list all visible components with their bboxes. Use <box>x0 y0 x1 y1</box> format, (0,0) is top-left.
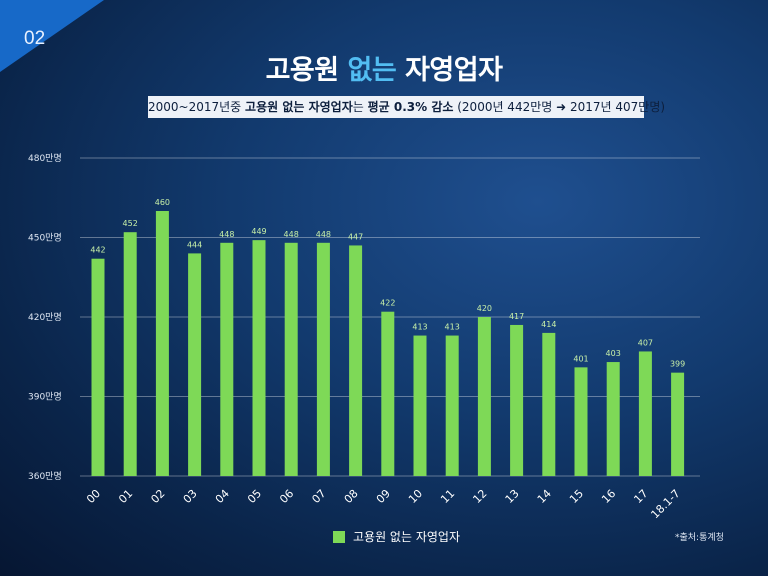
data-label: 399 <box>670 360 685 369</box>
bar <box>477 317 491 476</box>
data-label: 449 <box>251 227 266 236</box>
bar <box>91 258 105 476</box>
source-note: *출처:통계청 <box>675 533 724 543</box>
bar <box>671 372 685 476</box>
data-label: 447 <box>348 232 363 241</box>
data-label: 401 <box>573 354 588 363</box>
data-label: 403 <box>606 349 621 358</box>
data-label: 452 <box>123 219 138 228</box>
title-main: 고용원 <box>265 55 348 86</box>
bar <box>316 242 330 476</box>
x-tick-label: 10 <box>406 487 425 506</box>
bar <box>284 242 298 476</box>
y-tick-label: 480만명 <box>28 153 62 164</box>
subtitle-part3: (2000년 442만명 ➜ 2017년 407만명) <box>453 100 666 114</box>
data-label: 413 <box>412 323 427 332</box>
x-tick-label: 07 <box>309 487 328 506</box>
subtitle-part1: 2000~2017년중 <box>148 100 246 114</box>
legend-label: 고용원 없는 자영업자 <box>353 530 460 544</box>
subtitle-bold1: 고용원 없는 자영업자 <box>245 100 353 114</box>
x-tick-label: 00 <box>84 487 103 506</box>
bar <box>606 362 620 476</box>
data-label: 448 <box>284 230 299 239</box>
bar <box>445 335 459 476</box>
page-title: 고용원 없는 자영업자 <box>0 48 768 87</box>
bar <box>638 351 652 476</box>
y-tick-label: 360만명 <box>28 471 62 482</box>
x-tick-label: 16 <box>599 487 618 506</box>
x-tick-label: 04 <box>213 487 232 506</box>
subtitle-part2: 는 <box>352 100 368 114</box>
x-tick-label: 01 <box>116 487 135 506</box>
chart-legend: 고용원 없는 자영업자 <box>333 528 460 545</box>
bar <box>542 332 556 476</box>
x-tick-label: 02 <box>148 487 167 506</box>
data-label: 442 <box>90 246 105 255</box>
data-label: 448 <box>219 230 234 239</box>
legend-swatch <box>333 530 345 543</box>
x-tick-label: 14 <box>535 487 554 506</box>
bar <box>413 335 427 476</box>
data-label: 420 <box>477 304 492 313</box>
data-label: 460 <box>155 198 170 207</box>
x-tick-label: 17 <box>631 487 650 506</box>
data-label: 407 <box>638 338 653 347</box>
title-rest: 자영업자 <box>396 55 503 86</box>
title-accent: 없는 <box>347 55 397 86</box>
y-tick-label: 450만명 <box>28 233 62 244</box>
x-tick-label: 05 <box>245 487 264 506</box>
y-tick-label: 420만명 <box>28 312 62 323</box>
x-tick-label: 03 <box>181 487 200 506</box>
bar <box>574 367 588 476</box>
data-label: 413 <box>445 323 460 332</box>
x-tick-label: 11 <box>438 487 457 506</box>
bar <box>155 211 169 476</box>
bar <box>252 240 266 476</box>
bar <box>381 311 395 476</box>
data-label: 417 <box>509 312 524 321</box>
bar <box>510 324 524 476</box>
page-number: 02 <box>24 28 46 49</box>
data-label: 444 <box>187 240 202 249</box>
x-tick-label: 09 <box>374 487 393 506</box>
bar <box>123 232 137 476</box>
bar <box>188 253 202 476</box>
x-tick-label: 08 <box>342 487 361 506</box>
bar <box>349 245 363 476</box>
subtitle-banner: 2000~2017년중 고용원 없는 자영업자는 평균 0.3% 감소 (200… <box>148 96 665 118</box>
x-tick-label: 13 <box>503 487 522 506</box>
x-tick-label: 12 <box>470 487 489 506</box>
x-tick-label: 15 <box>567 487 586 506</box>
data-label: 422 <box>380 299 395 308</box>
x-tick-label: 06 <box>277 487 296 506</box>
data-label: 414 <box>541 320 556 329</box>
corner-accent <box>0 0 104 72</box>
bar <box>220 242 234 476</box>
subtitle-bold2: 평균 0.3% 감소 <box>367 100 454 114</box>
data-label: 448 <box>316 230 331 239</box>
x-tick-label: 18.1-7 <box>648 487 682 521</box>
y-tick-label: 390만명 <box>28 392 62 403</box>
